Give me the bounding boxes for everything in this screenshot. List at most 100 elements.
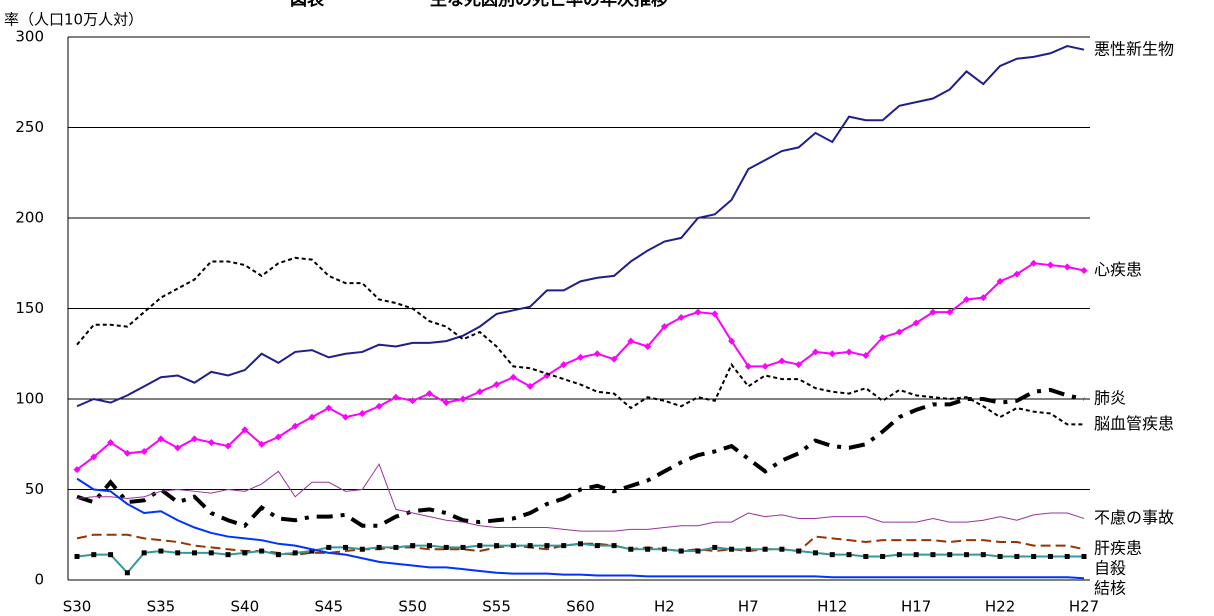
marker: [493, 381, 501, 389]
marker: [593, 350, 601, 358]
series-line: [76, 463, 1085, 532]
marker: [191, 550, 197, 556]
marker: [494, 543, 500, 549]
marker: [895, 328, 903, 336]
x-tick-label: S50: [398, 598, 427, 616]
series-line: [76, 387, 1085, 528]
marker: [963, 295, 971, 303]
marker: [1031, 553, 1037, 559]
x-tick-label: H27: [1069, 598, 1099, 616]
marker: [190, 435, 198, 443]
marker: [157, 435, 165, 443]
series-label: 肝疾患: [1094, 539, 1142, 558]
marker: [375, 402, 383, 410]
chart-title: 主な死因別の死亡率の年次推移: [430, 0, 668, 10]
series-line: [76, 256, 1084, 426]
marker: [863, 553, 869, 559]
marker: [108, 552, 114, 558]
marker: [729, 546, 735, 552]
series-label: 脳血管疾患: [1094, 414, 1174, 433]
marker: [829, 552, 835, 558]
x-tick-label: H12: [817, 598, 847, 616]
series-line: [76, 45, 1085, 408]
marker: [862, 352, 870, 360]
marker: [880, 553, 886, 559]
y-axis-label: 率（人口10万人対）: [4, 11, 143, 29]
marker: [812, 550, 818, 556]
x-tick-label: H22: [985, 598, 1015, 616]
y-tick-label: 250: [15, 118, 44, 136]
marker: [274, 433, 282, 441]
marker: [392, 393, 400, 401]
y-tick-label: 100: [15, 390, 44, 408]
marker: [929, 308, 937, 316]
marker: [442, 399, 450, 407]
marker: [1081, 553, 1087, 559]
marker: [358, 409, 366, 417]
marker: [376, 544, 382, 550]
marker: [208, 550, 214, 556]
marker: [1064, 553, 1070, 559]
marker: [409, 397, 417, 405]
series-line: [76, 542, 1084, 575]
marker: [1046, 261, 1054, 269]
marker: [695, 548, 701, 554]
marker: [509, 373, 517, 381]
marker: [678, 548, 684, 554]
x-tick-label: S40: [231, 598, 260, 616]
marker: [258, 440, 266, 448]
marker: [560, 361, 568, 369]
marker: [846, 552, 852, 558]
marker: [309, 548, 315, 554]
marker: [795, 361, 803, 369]
marker: [425, 390, 433, 398]
marker: [997, 553, 1003, 559]
marker: [158, 548, 164, 554]
marker: [610, 355, 618, 363]
marker: [1047, 553, 1053, 559]
series-label: 自殺: [1094, 559, 1126, 578]
x-tick-label: S30: [63, 598, 92, 616]
marker: [577, 353, 584, 361]
marker: [477, 543, 483, 549]
marker: [980, 552, 986, 558]
marker: [275, 552, 281, 558]
marker: [828, 350, 836, 358]
series-line: [76, 262, 1085, 471]
marker: [811, 348, 819, 356]
marker: [359, 546, 365, 552]
marker: [728, 337, 736, 345]
marker: [426, 543, 432, 549]
marker: [761, 362, 769, 370]
x-tick-label: H17: [901, 598, 931, 616]
marker: [207, 438, 215, 446]
series-label: 心疾患: [1094, 260, 1142, 279]
marker: [342, 413, 350, 421]
marker: [326, 544, 332, 550]
marker: [140, 447, 148, 455]
marker: [913, 552, 919, 558]
marker: [91, 552, 97, 558]
marker: [996, 277, 1004, 285]
marker: [460, 544, 466, 550]
marker: [845, 348, 853, 356]
marker: [779, 546, 785, 552]
series-label: 不慮の事故: [1094, 508, 1174, 527]
marker: [527, 543, 533, 549]
marker: [578, 541, 583, 547]
marker: [979, 294, 987, 302]
x-tick-label: S35: [147, 598, 176, 616]
y-tick-label: 50: [25, 480, 44, 498]
marker: [393, 544, 399, 550]
marker: [90, 453, 98, 461]
marker: [459, 395, 467, 403]
marker: [1080, 266, 1088, 274]
marker: [74, 553, 80, 559]
marker: [526, 382, 534, 390]
marker: [644, 343, 652, 351]
marker: [241, 426, 249, 434]
marker: [796, 548, 802, 554]
marker: [947, 552, 953, 558]
marker: [762, 546, 768, 552]
marker: [259, 548, 265, 554]
